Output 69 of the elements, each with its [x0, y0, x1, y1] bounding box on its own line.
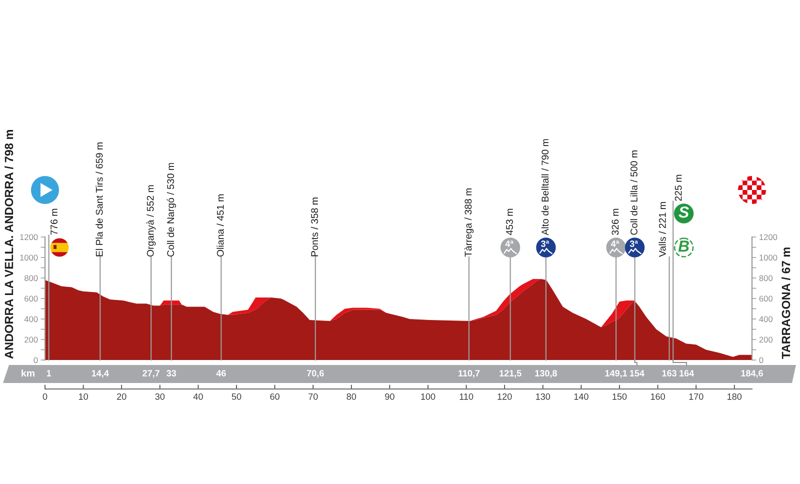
ref-line-label: Organyà / 552 m — [146, 185, 156, 257]
ref-line-label: 776 m — [50, 208, 58, 235]
ref-line-label: Ponts / 358 m — [310, 198, 318, 256]
text: 33 — [166, 370, 176, 376]
text: 46 — [216, 370, 226, 376]
text: ANDORRA LA VELLA. ANDORRA / 798 m — [4, 130, 14, 359]
y-tick-label: 600 — [24, 296, 38, 302]
ref-line-label: Valls / 221 m — [658, 202, 666, 257]
text: 164 — [680, 370, 694, 376]
y-tick-label: 1200 — [20, 234, 38, 240]
x-tick-label: 150 — [612, 393, 627, 400]
y2-tick-label: 200 — [759, 336, 773, 343]
ref-line-label: 225 m — [674, 174, 682, 201]
y-tick-label: 0 — [34, 357, 38, 364]
ref-line-label: Tàrrega / 388 m — [464, 188, 474, 257]
text: 149,1 — [605, 370, 628, 378]
text: 27,7 — [142, 370, 160, 378]
x-tick-label: 80 — [346, 393, 356, 400]
y-tick-label: 400 — [24, 316, 38, 322]
y2-tick-label: 600 — [759, 296, 773, 302]
x-tick-label: 160 — [650, 393, 665, 400]
text: TARRAGONA / 67 m — [781, 248, 790, 359]
annotation: 3ª — [630, 240, 638, 247]
ref-line-label: Oliana / 451 m — [216, 194, 224, 257]
x-tick-label: 140 — [574, 393, 588, 400]
y2-tick-label: 1000 — [760, 254, 778, 261]
text: 184,6 — [741, 370, 763, 378]
text: 130,8 — [535, 370, 557, 378]
annotation: 4ª — [505, 240, 514, 247]
y-tick-label: 800 — [24, 275, 38, 282]
x-tick-label: 20 — [117, 393, 126, 400]
text: 70,6 — [306, 370, 324, 378]
y2-tick-label: 0 — [759, 357, 764, 364]
ref-line-label: 453 m — [506, 208, 513, 236]
text: 154 — [630, 370, 644, 376]
y2-tick-label: 400 — [759, 316, 773, 322]
y-tick-label: 1000 — [20, 254, 38, 261]
annotation: 3ª — [540, 240, 550, 247]
x-tick-label: 170 — [689, 393, 704, 400]
text: 163 — [662, 370, 676, 376]
x-tick-label: 30 — [155, 393, 165, 400]
x-tick-label: 110 — [460, 393, 474, 400]
y-tick-label: 200 — [24, 336, 38, 343]
ref-line-label: Alto de Belltall / 790 m — [541, 139, 549, 236]
x-tick-label: 120 — [498, 393, 512, 400]
x-tick-label: 130 — [536, 393, 550, 400]
x-tick-label: 40 — [193, 393, 203, 400]
ref-line-label: Coll de Lilla / 500 m — [630, 150, 638, 235]
annotation: B — [678, 240, 689, 252]
x-tick-label: 50 — [232, 393, 242, 400]
ref-line-label: Coll de Nargó / 530 m — [166, 163, 176, 257]
text: 110,7 — [458, 370, 480, 378]
ref-line-label: El Pla de Sant Tirs / 659 m — [96, 142, 103, 256]
x-tick-label: 10 — [78, 393, 88, 400]
text: S — [678, 206, 689, 218]
ref-line-label: 326 m — [612, 208, 619, 235]
text: 14,4 — [92, 370, 109, 378]
text: km — [22, 369, 34, 377]
x-tick-label: 100 — [421, 393, 436, 400]
x-tick-label: 180 — [728, 393, 742, 400]
text: 1 — [46, 370, 52, 376]
text: 121,5 — [500, 370, 522, 378]
x-tick-label: 0 — [42, 393, 48, 400]
y2-tick-label: 800 — [759, 275, 773, 282]
x-tick-label: 70 — [308, 393, 318, 400]
x-tick-label: 60 — [270, 393, 280, 400]
x-tick-label: 90 — [385, 393, 394, 400]
y2-tick-label: 1200 — [760, 234, 778, 240]
annotation: 4ª — [610, 240, 620, 247]
